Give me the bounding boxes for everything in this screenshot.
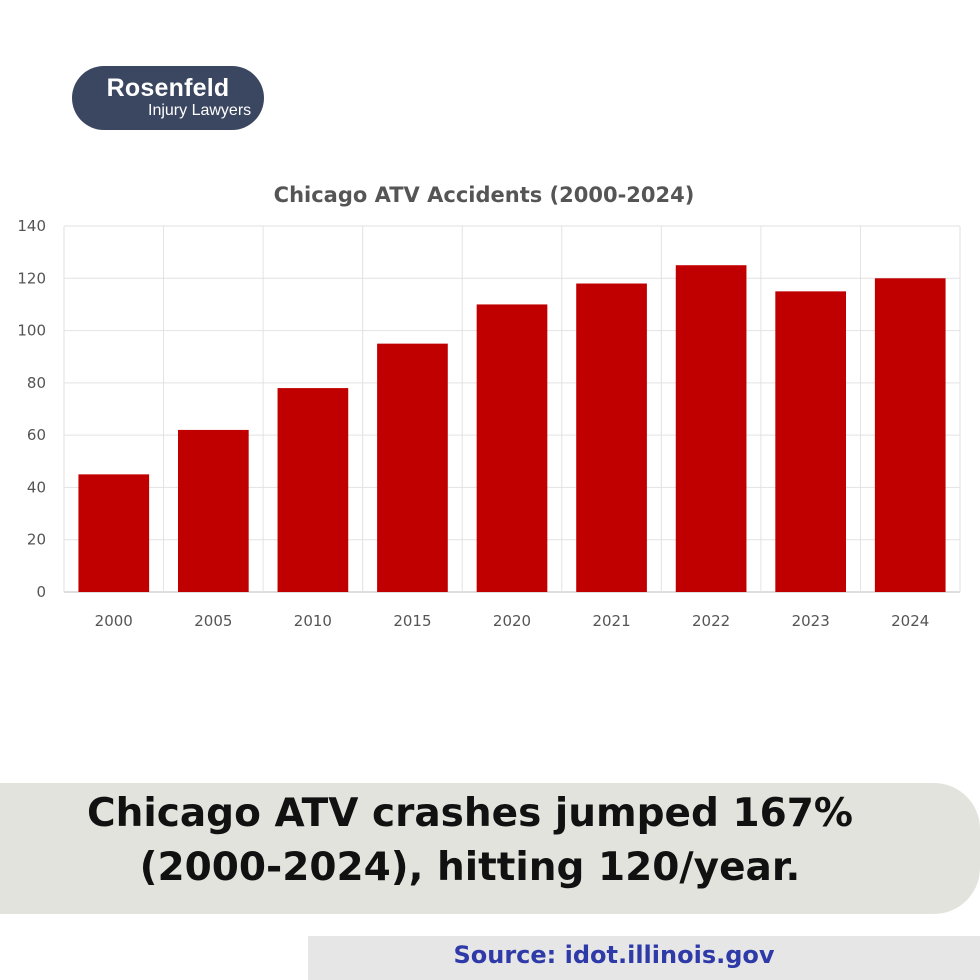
bar <box>78 474 150 592</box>
y-tick-label: 100 <box>17 322 46 340</box>
x-tick-label: 2023 <box>792 612 830 630</box>
chart-title: Chicago ATV Accidents (2000-2024) <box>274 183 695 207</box>
bar <box>476 304 548 592</box>
bar <box>874 278 946 592</box>
chart-canvas: Chicago ATV Accidents (2000-2024) 0 20 40 6… <box>17 183 961 630</box>
x-tick-label: 2000 <box>95 612 133 630</box>
y-tick-label: 120 <box>17 269 46 287</box>
logo-tagline: Injury Lawyers <box>148 102 252 119</box>
source-banner: Source: idot.illinois.gov <box>308 936 980 980</box>
caption-line-1: Chicago ATV crashes jumped 167% <box>86 791 853 836</box>
brand-logo: Rosenfeld Injury Lawyers <box>72 66 264 130</box>
chart-bars <box>78 265 946 592</box>
caption-banner: Chicago ATV crashes jumped 167% (2000-20… <box>0 783 980 914</box>
y-tick-label: 60 <box>27 426 46 444</box>
bar <box>277 388 349 592</box>
logo-name: Rosenfeld <box>106 74 230 102</box>
caption-line-2: (2000-2024), hitting 120/year. <box>139 845 801 890</box>
x-tick-label: 2024 <box>891 612 929 630</box>
x-tick-label: 2005 <box>194 612 232 630</box>
bar <box>576 283 647 592</box>
y-tick-label: 20 <box>27 531 46 549</box>
x-tick-label: 2010 <box>294 612 332 630</box>
bar <box>675 265 747 592</box>
x-tick-label: 2015 <box>393 612 431 630</box>
bar <box>377 343 448 592</box>
y-axis-ticks: 0 20 40 60 80 100 120 140 <box>17 217 46 601</box>
bar <box>177 429 249 592</box>
x-tick-label: 2022 <box>692 612 730 630</box>
bar <box>775 291 847 592</box>
x-tick-label: 2020 <box>493 612 531 630</box>
x-axis-ticks: 2000 2005 2010 2015 2020 2021 2022 2023 2024 <box>95 612 930 630</box>
x-tick-label: 2021 <box>592 612 630 630</box>
y-tick-label: 140 <box>17 217 46 235</box>
y-tick-label: 40 <box>27 478 46 496</box>
source-text: Source: idot.illinois.gov <box>453 941 775 969</box>
y-tick-label: 80 <box>27 374 46 392</box>
y-tick-label: 0 <box>36 583 46 601</box>
bar-chart: Chicago ATV Accidents (2000-2024) 0 20 40 6… <box>0 160 980 650</box>
